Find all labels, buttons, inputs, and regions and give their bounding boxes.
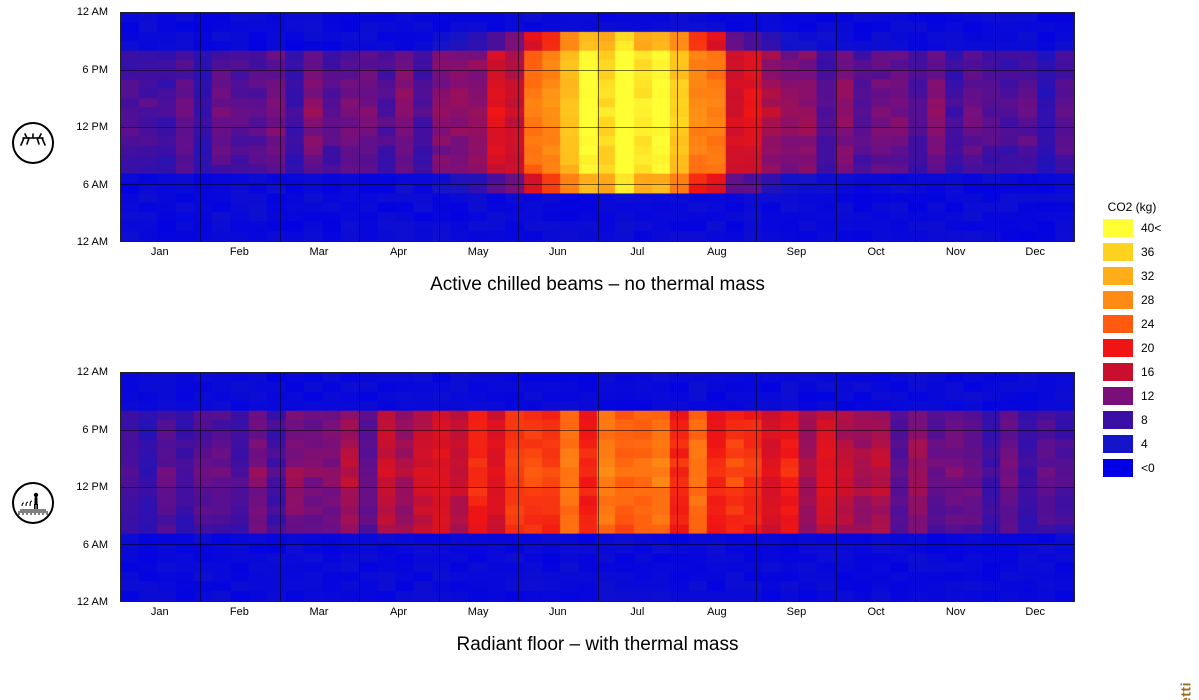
legend-label: 24 [1141,317,1154,331]
x-tick-label: Nov [946,246,966,258]
y-tick-label: 6 AM [83,539,108,551]
x-tick-label: Nov [946,606,966,618]
x-tick-label: Jan [151,246,169,258]
legend-label: 32 [1141,269,1154,283]
y-tick-label: 12 AM [77,366,108,378]
page-root: 12 AM 6 PM 12 PM 6 AM 12 AM Jan Feb Mar Apr May J… [0,0,1199,700]
x-tick-label: Feb [230,246,249,258]
legend-swatch [1103,267,1133,285]
legend-swatch [1103,387,1133,405]
x-tick-label: Oct [867,606,884,618]
x-tick-label: Dec [1025,246,1045,258]
legend-label: 4 [1141,437,1148,451]
y-tick-label: 12 AM [77,236,108,248]
legend-row: 12 [1087,386,1177,406]
legend-swatch [1103,243,1133,261]
y-axis-labels: 12 AM6 PM12 PM6 AM12 AM [62,372,112,602]
legend-row: <0 [1087,458,1177,478]
y-tick-label: 6 AM [83,179,108,191]
legend-swatch [1103,291,1133,309]
legend-label: 8 [1141,413,1148,427]
x-tick-label: Apr [390,606,407,618]
legend-row: 20 [1087,338,1177,358]
heatmap-plot [120,12,1075,242]
brand-text: Thornton Tomasetti [1177,682,1193,700]
x-tick-label: Oct [867,246,884,258]
legend-row: 8 [1087,410,1177,430]
legend-swatch [1103,219,1133,237]
legend-rows: 40< 36 32 28 24 20 16 12 8 4 <0 [1087,218,1177,478]
legend-label: 16 [1141,365,1154,379]
y-tick-label: 6 PM [82,64,108,76]
y-tick-label: 6 PM [82,424,108,436]
x-tick-label: May [468,246,489,258]
chilled-beam-icon [12,122,54,164]
legend-label: 40< [1141,221,1161,235]
legend-row: 16 [1087,362,1177,382]
x-tick-label: Mar [309,606,328,618]
legend-label: 36 [1141,245,1154,259]
legend-row: 40< [1087,218,1177,238]
legend-swatch [1103,339,1133,357]
x-tick-label: Jun [549,606,567,618]
x-tick-label: Mar [309,246,328,258]
chart-caption: Radiant floor – with thermal mass [120,634,1075,656]
x-tick-label: Dec [1025,606,1045,618]
legend-row: 32 [1087,266,1177,286]
y-tick-label: 12 AM [77,596,108,608]
color-legend: CO2 (kg) 40< 36 32 28 24 20 16 12 8 4 <0 [1087,200,1177,482]
x-tick-label: May [468,606,489,618]
y-tick-label: 12 AM [77,6,108,18]
y-axis-labels: 12 AM6 PM12 PM6 AM12 AM [62,12,112,242]
legend-row: 4 [1087,434,1177,454]
x-tick-label: Aug [707,246,727,258]
x-tick-label: Jul [630,606,644,618]
legend-row: 36 [1087,242,1177,262]
legend-swatch [1103,363,1133,381]
legend-swatch [1103,315,1133,333]
legend-title: CO2 (kg) [1087,200,1177,214]
radiant-floor-icon [12,482,54,524]
heatmap-plot [120,372,1075,602]
legend-label: 20 [1141,341,1154,355]
legend-label: 12 [1141,389,1154,403]
legend-row: 28 [1087,290,1177,310]
legend-swatch [1103,411,1133,429]
x-tick-label: Sep [787,606,807,618]
legend-row: 24 [1087,314,1177,334]
x-tick-label: Sep [787,246,807,258]
x-tick-label: Jan [151,606,169,618]
y-tick-label: 12 PM [76,121,108,133]
x-tick-label: Feb [230,606,249,618]
x-tick-label: Aug [707,606,727,618]
legend-swatch [1103,459,1133,477]
y-tick-label: 12 PM [76,481,108,493]
legend-label: <0 [1141,461,1155,475]
legend-swatch [1103,435,1133,453]
x-tick-label: Apr [390,246,407,258]
heatmap-canvas [121,13,1074,241]
legend-label: 28 [1141,293,1154,307]
chart-caption: Active chilled beams – no thermal mass [120,274,1075,296]
x-tick-label: Jun [549,246,567,258]
x-tick-label: Jul [630,246,644,258]
heatmap-canvas [121,373,1074,601]
